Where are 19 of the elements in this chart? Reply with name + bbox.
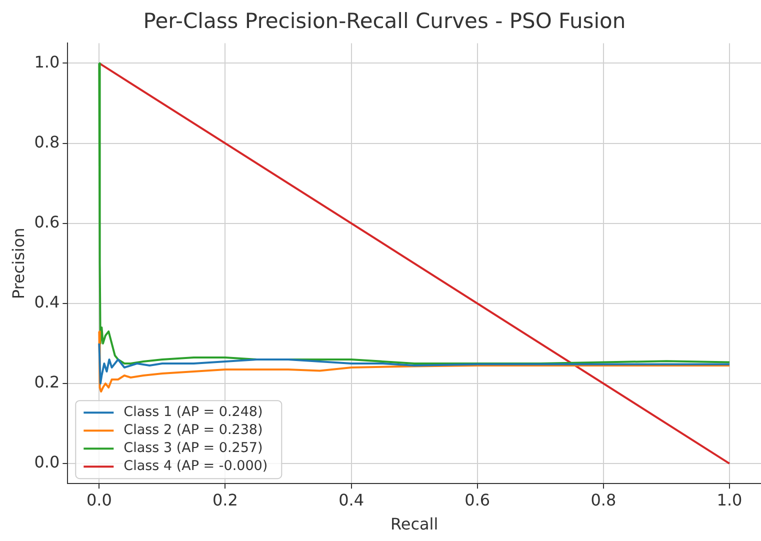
y-axis-title: Precision xyxy=(8,228,28,300)
x-tick-label: 0.2 xyxy=(212,490,238,510)
legend-label: Class 4 (AP = -0.000) xyxy=(124,458,268,474)
y-tick-label: 0.6 xyxy=(34,212,60,232)
x-tick-label: 0.4 xyxy=(338,490,364,510)
y-tick-label: 0.4 xyxy=(34,292,60,312)
y-tick-label: 0.2 xyxy=(34,372,60,392)
x-tick-label: 0.8 xyxy=(590,490,616,510)
legend-label: Class 2 (AP = 0.238) xyxy=(124,422,263,438)
chart-title: Per-Class Precision-Recall Curves - PSO Fusion xyxy=(143,9,626,34)
y-tick-label: 0.8 xyxy=(34,132,60,152)
x-tick-label: 1.0 xyxy=(716,490,742,510)
x-axis-title: Recall xyxy=(390,514,438,534)
x-tick-label: 0.0 xyxy=(86,490,112,510)
y-tick-label: 1.0 xyxy=(34,52,60,72)
y-tick-label: 0.0 xyxy=(34,452,60,472)
legend-label: Class 3 (AP = 0.257) xyxy=(124,440,263,456)
legend-label: Class 1 (AP = 0.248) xyxy=(124,404,263,420)
x-tick-label: 0.6 xyxy=(464,490,490,510)
